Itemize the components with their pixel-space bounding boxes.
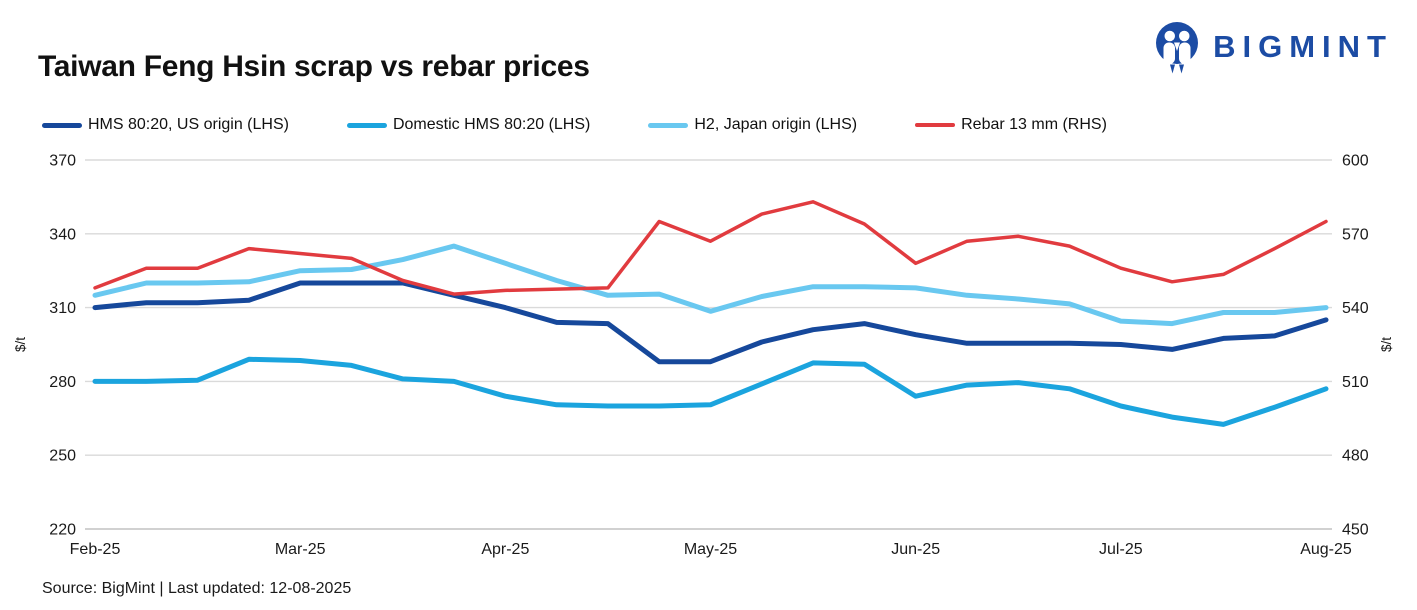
x-axis-label-may-25: May-25 xyxy=(684,541,737,558)
right-axis-tick: 570 xyxy=(1342,226,1369,243)
left-axis-tick: 220 xyxy=(49,522,76,539)
bigmint-logo-wordmark: BIGMINT xyxy=(1213,29,1393,64)
right-axis-tick: 450 xyxy=(1342,522,1369,539)
legend-item-h2-japan-origin-lhs: H2, Japan origin (LHS) xyxy=(648,116,857,134)
left-axis-title: $/t xyxy=(13,337,28,352)
right-axis-tick: 510 xyxy=(1342,374,1369,391)
legend-swatch xyxy=(346,122,387,128)
chart-legend: HMS 80:20, US origin (LHS) Domestic HMS 8… xyxy=(42,116,1107,134)
left-axis-tick: 280 xyxy=(49,374,76,391)
x-axis-label-apr-25: Apr-25 xyxy=(481,541,529,558)
legend-item-hms-80-20-us-origin-lhs: HMS 80:20, US origin (LHS) xyxy=(42,116,289,134)
legend-swatch xyxy=(915,123,956,127)
left-axis-tick: 250 xyxy=(49,448,76,465)
right-axis-title: $/t xyxy=(1379,337,1394,352)
left-axis-tick: 370 xyxy=(49,153,76,170)
x-axis-label-jul-25: Jul-25 xyxy=(1099,541,1143,558)
right-axis-tick: 600 xyxy=(1342,153,1369,170)
legend-label: Domestic HMS 80:20 (LHS) xyxy=(392,116,591,133)
legend-swatch xyxy=(42,122,82,128)
source-note: Source: BigMint | Last updated: 12-08-20… xyxy=(42,580,352,597)
series-line-hms-80-20-us-origin-lhs xyxy=(92,280,1329,365)
x-axis-label-jun-25: Jun-25 xyxy=(891,541,940,558)
legend-item-rebar-13-mm-rhs: Rebar 13 mm (RHS) xyxy=(915,116,1107,134)
bigmint-logo-icon xyxy=(1156,22,1199,74)
series-line-rebar-13-mm-rhs xyxy=(93,200,1328,296)
left-axis-tick: 340 xyxy=(49,226,76,243)
legend-label: H2, Japan origin (LHS) xyxy=(694,116,858,133)
legend-item-domestic-hms-80-20-lhs: Domestic HMS 80:20 (LHS) xyxy=(346,116,591,134)
bigmint-logo: BIGMINT xyxy=(1152,20,1393,74)
legend-label: Rebar 13 mm (RHS) xyxy=(961,116,1107,133)
left-axis-tick: 310 xyxy=(49,300,76,317)
x-axis-label-feb-25: Feb-25 xyxy=(70,541,121,558)
page-title: Taiwan Feng Hsin scrap vs rebar prices xyxy=(38,50,590,83)
right-axis-tick: 480 xyxy=(1342,448,1369,465)
x-axis-label-mar-25: Mar-25 xyxy=(275,541,326,558)
right-axis-tick: 540 xyxy=(1342,300,1369,317)
series-line-h2-japan-origin-lhs xyxy=(92,243,1329,327)
legend-swatch xyxy=(648,122,689,128)
legend-label: HMS 80:20, US origin (LHS) xyxy=(88,116,289,133)
series-line-domestic-hms-80-20-lhs xyxy=(92,356,1329,427)
x-axis-label-aug-25: Aug-25 xyxy=(1300,541,1352,558)
